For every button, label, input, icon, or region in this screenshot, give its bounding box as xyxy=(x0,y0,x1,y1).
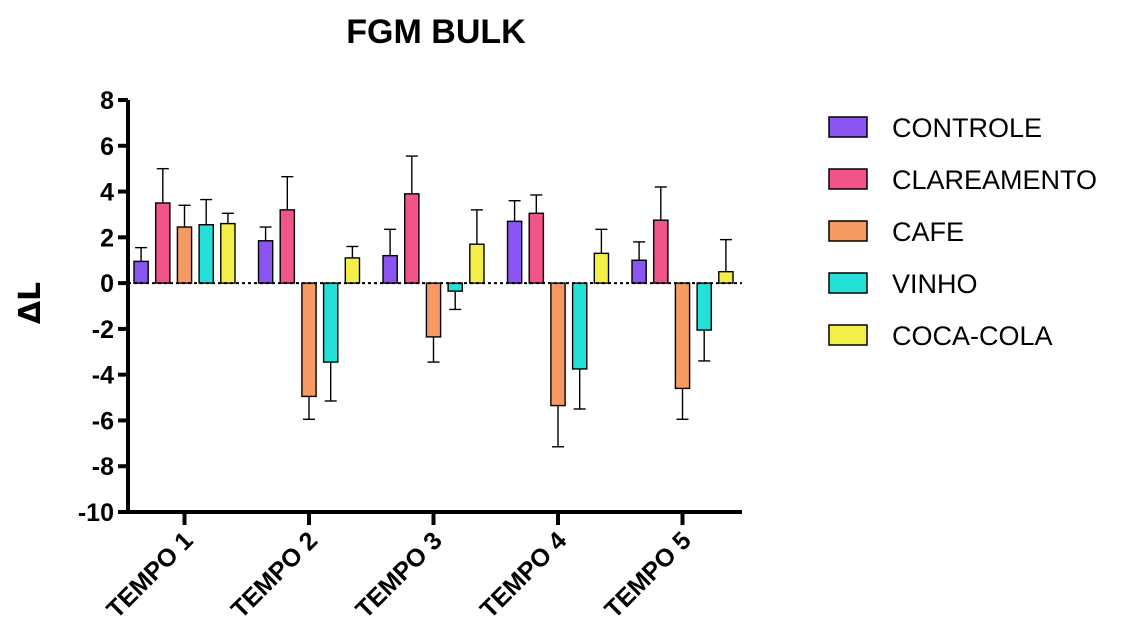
bar-controle-tempo-1 xyxy=(133,260,149,284)
bar-clareamento-tempo-2 xyxy=(279,209,296,284)
bar-coca-cola-tempo-5 xyxy=(718,270,734,284)
legend-label-clareamento: CLAREAMENTO xyxy=(892,165,1097,195)
legend-label-vinho: VINHO xyxy=(892,269,978,299)
bar-coca-cola-tempo-3 xyxy=(469,243,485,284)
bars-layer xyxy=(133,155,734,448)
bar-controle-tempo-4 xyxy=(506,220,523,284)
bar-coca-cola-tempo-4 xyxy=(593,252,610,284)
y-tick-label: -2 xyxy=(92,316,114,344)
chart-title: FGM BULK xyxy=(346,13,526,51)
y-tick-label: 6 xyxy=(100,133,114,161)
bar-vinho-tempo-5 xyxy=(696,282,712,331)
y-tick-label: -8 xyxy=(92,453,114,481)
y-tick-label: 0 xyxy=(100,270,114,298)
bar-vinho-tempo-3 xyxy=(447,282,464,292)
bar-cafe-tempo-1 xyxy=(176,226,193,284)
x-tick-label: TEMPO 1 xyxy=(101,526,198,623)
y-tick-label: -6 xyxy=(92,407,114,435)
legend-swatch-vinho xyxy=(828,272,868,294)
y-tick-label: -10 xyxy=(78,499,114,527)
y-tick-label: 8 xyxy=(100,87,114,115)
bar-vinho-tempo-4 xyxy=(571,282,588,370)
y-tick-label: -4 xyxy=(92,362,114,390)
legend-label-controle: CONTROLE xyxy=(892,113,1042,143)
legend-swatch-coca-cola xyxy=(828,324,868,346)
legend-label-coca-cola: COCA-COLA xyxy=(892,321,1053,351)
bar-cafe-tempo-5 xyxy=(674,282,691,390)
bar-cafe-tempo-2 xyxy=(301,282,317,398)
y-tick-label: 4 xyxy=(100,179,114,207)
bar-clareamento-tempo-3 xyxy=(404,193,420,284)
legend-swatch-cafe xyxy=(828,220,868,242)
legend-label-cafe: CAFE xyxy=(892,217,964,247)
bar-coca-cola-tempo-2 xyxy=(344,257,361,284)
bar-controle-tempo-5 xyxy=(631,259,647,284)
bar-vinho-tempo-1 xyxy=(198,224,215,284)
x-tick-label: TEMPO 4 xyxy=(475,526,572,623)
bar-clareamento-tempo-4 xyxy=(528,212,545,284)
bar-cafe-tempo-3 xyxy=(425,282,442,338)
bar-controle-tempo-2 xyxy=(257,240,274,284)
bar-vinho-tempo-2 xyxy=(322,282,339,363)
bar-clareamento-tempo-1 xyxy=(154,202,171,284)
x-tick-label: TEMPO 2 xyxy=(226,526,323,623)
y-axis-title: ΔL xyxy=(13,282,48,324)
legend: CONTROLE CLAREAMENTO CAFE VINHO COCA-COLA xyxy=(828,113,1097,351)
x-tick-label: TEMPO 5 xyxy=(599,526,696,623)
bar-clareamento-tempo-5 xyxy=(653,219,669,284)
x-tick-label: TEMPO 3 xyxy=(350,526,447,623)
bar-controle-tempo-3 xyxy=(382,254,398,284)
y-tick-label: 2 xyxy=(100,224,114,252)
bar-coca-cola-tempo-1 xyxy=(220,222,236,284)
legend-swatch-controle xyxy=(828,116,868,138)
bar-cafe-tempo-4 xyxy=(550,282,566,407)
legend-swatch-clareamento xyxy=(828,168,868,190)
